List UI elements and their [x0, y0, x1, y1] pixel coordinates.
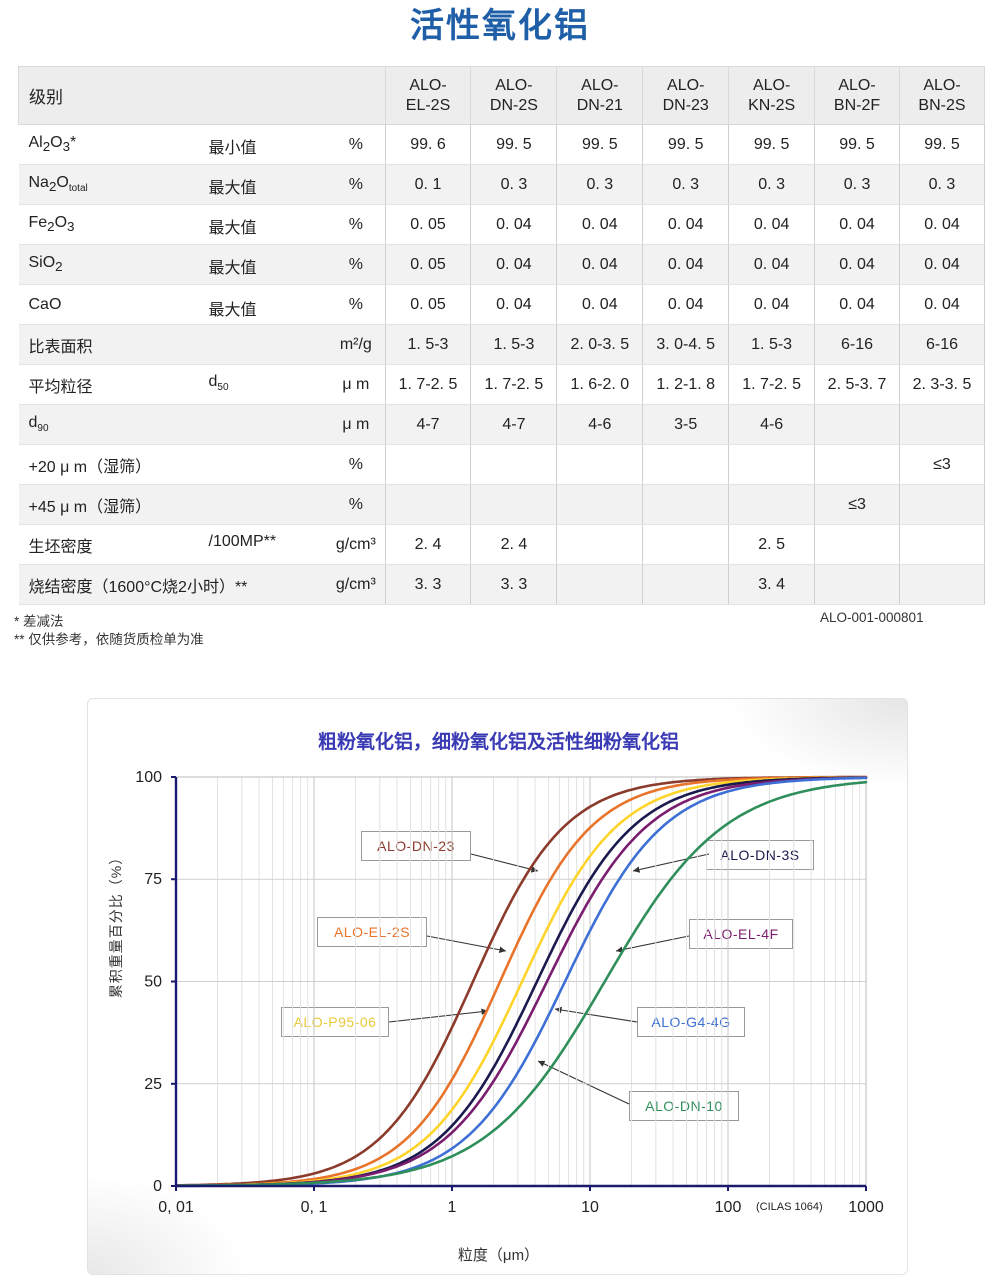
svg-text:100: 100	[135, 769, 162, 786]
svg-text:0, 1: 0, 1	[301, 1199, 328, 1216]
svg-text:0, 01: 0, 01	[158, 1199, 194, 1216]
svg-text:50: 50	[144, 974, 162, 991]
svg-text:1000: 1000	[848, 1199, 884, 1216]
svg-text:25: 25	[144, 1076, 162, 1093]
svg-text:10: 10	[581, 1199, 599, 1216]
svg-text:75: 75	[144, 871, 162, 888]
svg-text:100: 100	[715, 1199, 742, 1216]
svg-text:(CILAS 1064): (CILAS 1064)	[756, 1201, 823, 1213]
svg-text:0: 0	[153, 1178, 162, 1195]
svg-text:1: 1	[448, 1199, 457, 1216]
